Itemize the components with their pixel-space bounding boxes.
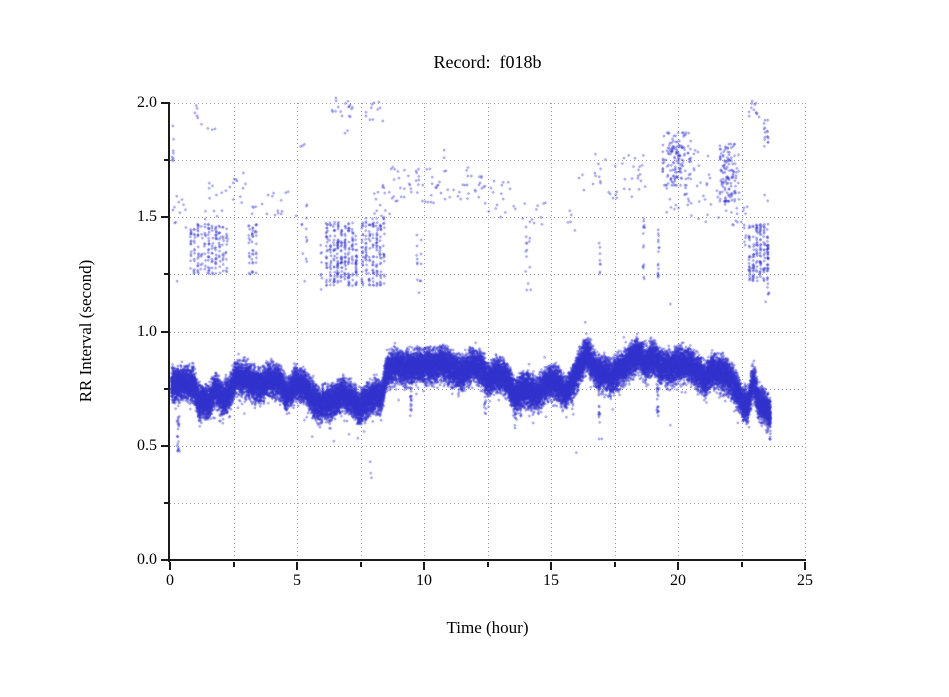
- x-major-tick: [677, 562, 679, 570]
- y-axis-line: [168, 103, 170, 562]
- x-tick-label: 20: [670, 572, 686, 589]
- y-major-tick: [161, 444, 170, 447]
- x-tick-label: 10: [416, 572, 432, 589]
- x-tick-label: 25: [797, 572, 813, 589]
- x-axis-line: [168, 559, 806, 561]
- x-major-tick: [804, 562, 806, 570]
- x-minor-tick: [359, 562, 362, 567]
- x-minor-tick: [486, 562, 489, 567]
- chart-title: Record: f018b: [433, 52, 542, 72]
- x-major-tick: [169, 562, 171, 570]
- y-major-tick: [161, 102, 170, 104]
- y-major-tick: [161, 330, 170, 333]
- y-axis-label: RR Interval (second): [76, 259, 95, 403]
- y-tick-label: 1.5: [137, 208, 157, 226]
- y-minor-tick: [164, 159, 170, 162]
- x-axis-label: Time (hour): [446, 618, 529, 637]
- y-tick-label: 0.5: [137, 436, 157, 454]
- x-major-tick: [423, 562, 425, 570]
- y-tick-label: 0.0: [137, 551, 157, 568]
- y-major-tick: [161, 216, 170, 219]
- x-major-tick: [550, 562, 552, 570]
- y-minor-tick: [164, 387, 170, 390]
- scatter-points-canvas: [168, 90, 808, 564]
- y-major-tick: [161, 559, 170, 561]
- x-minor-tick: [613, 562, 616, 567]
- y-tick-label: 1.0: [137, 322, 157, 340]
- y-tick-label: 2.0: [137, 94, 157, 111]
- x-minor-tick: [740, 562, 743, 567]
- x-minor-tick: [232, 562, 235, 567]
- y-minor-tick: [164, 273, 170, 276]
- y-minor-tick: [164, 501, 170, 504]
- x-major-tick: [296, 562, 298, 570]
- x-tick-label: 5: [293, 572, 301, 589]
- x-tick-label: 15: [543, 572, 559, 589]
- x-tick-label: 0: [166, 572, 174, 589]
